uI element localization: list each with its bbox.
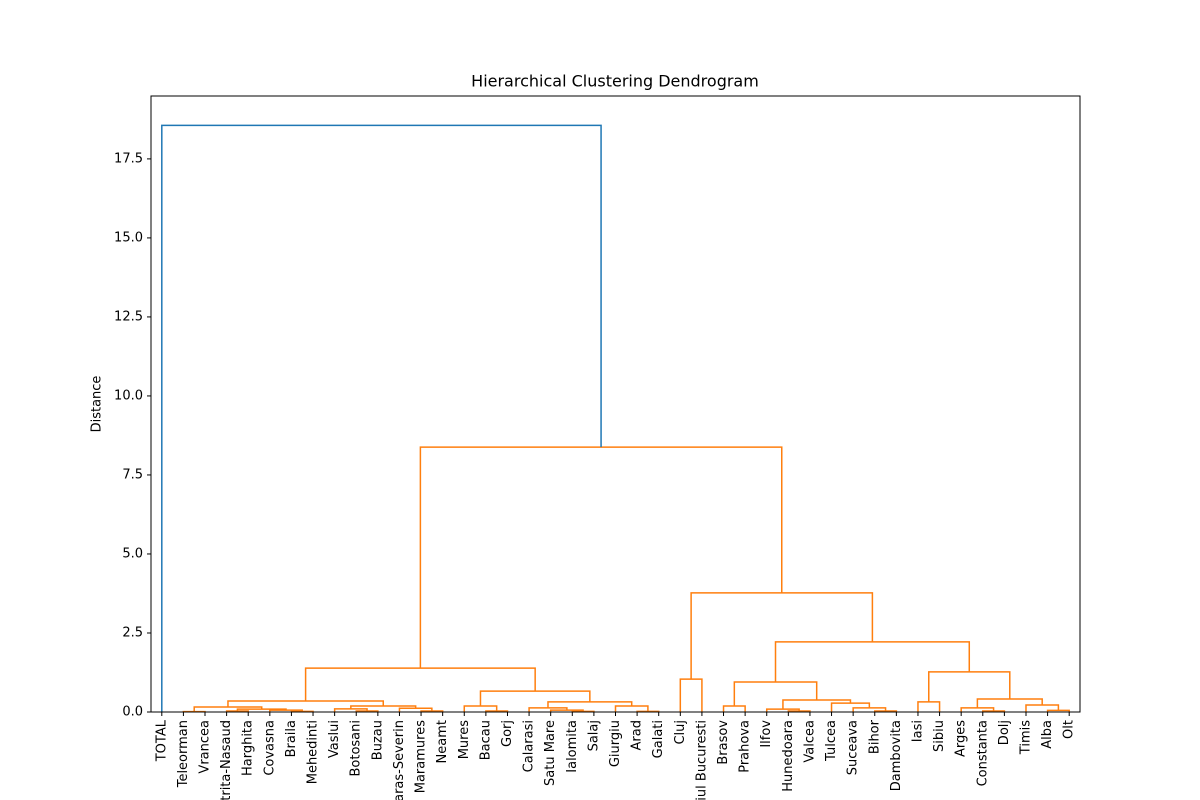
dendrogram-link bbox=[976, 698, 1043, 708]
leaf-label: Gorj bbox=[500, 720, 515, 747]
dendrogram-link bbox=[549, 709, 584, 712]
leaf-label: Calarasi bbox=[522, 720, 537, 772]
leaf-label: Hunedoara bbox=[781, 720, 796, 792]
dendrogram-link bbox=[722, 705, 746, 712]
leaf-label: Braila bbox=[284, 720, 299, 757]
y-tick-label: 2.5 bbox=[122, 625, 143, 640]
dendrogram-link bbox=[1046, 709, 1070, 712]
dendrogram-link bbox=[928, 671, 1011, 702]
leaf-label: Maramures bbox=[414, 720, 429, 793]
leaf-label: Ialomita bbox=[565, 720, 580, 773]
dendrogram-link bbox=[547, 701, 633, 708]
leaf-label: Brasov bbox=[716, 720, 731, 765]
leaf-label: Iasi bbox=[910, 720, 925, 742]
y-tick-label: 17.5 bbox=[114, 151, 143, 166]
y-tick-label: 7.5 bbox=[122, 467, 143, 482]
dendrogram-link bbox=[690, 592, 874, 680]
y-tick-label: 15.0 bbox=[114, 230, 143, 245]
leaf-label: Valcea bbox=[802, 720, 817, 763]
leaf-label: Satu Mare bbox=[543, 720, 558, 786]
leaf-label: Vaslui bbox=[327, 720, 342, 758]
dendrogram-link bbox=[350, 705, 417, 709]
y-tick-label: 0.0 bbox=[122, 705, 143, 720]
leaf-label: Buzau bbox=[370, 720, 385, 760]
leaf-label: Teleorman bbox=[176, 720, 191, 788]
leaf-label: Dolj bbox=[997, 720, 1012, 745]
leaf-label: Olt bbox=[1062, 720, 1077, 739]
dendrogram-link bbox=[679, 678, 703, 712]
dendrogram-link bbox=[774, 641, 971, 682]
dendrogram-link bbox=[733, 681, 818, 706]
leaf-label: Prahova bbox=[738, 720, 753, 773]
y-tick-label: 5.0 bbox=[122, 546, 143, 561]
leaf-label: Galati bbox=[651, 720, 666, 758]
y-tick-label: 12.5 bbox=[114, 309, 143, 324]
leaf-label: Dambovita bbox=[889, 720, 904, 791]
leaf-label: Constanta bbox=[975, 720, 990, 786]
leaf-label: Vrancea bbox=[198, 720, 213, 774]
leaf-label: Tulcea bbox=[824, 720, 839, 762]
leaf-label: Sibiu bbox=[932, 720, 947, 752]
leaf-label: Harghita bbox=[241, 720, 256, 776]
chart-title: Hierarchical Clustering Dendrogram bbox=[471, 72, 759, 91]
leaf-label: Bacau bbox=[478, 720, 493, 760]
leaf-label: Neamt bbox=[435, 720, 450, 763]
dendrogram-link bbox=[782, 699, 852, 710]
leaf-label: Suceava bbox=[846, 720, 861, 775]
leaf-label: Bistrita-Nasaud bbox=[219, 720, 234, 800]
leaf-label: Covasna bbox=[262, 720, 277, 776]
leaf-label: Ilfov bbox=[759, 720, 774, 748]
leaf-label: Arad bbox=[630, 720, 645, 750]
leaf-label: Arges bbox=[954, 720, 969, 757]
plot-frame bbox=[150, 95, 1081, 713]
dendrogram-link bbox=[304, 667, 536, 701]
dendrogram-link bbox=[463, 705, 498, 712]
leaf-label: Botosani bbox=[349, 720, 364, 777]
leaf-label: Municipiul Bucuresti bbox=[694, 720, 709, 800]
leaf-label: Caras-Severin bbox=[392, 720, 407, 800]
leaf-label: Timis bbox=[1018, 720, 1033, 755]
dendrogram-link bbox=[269, 709, 303, 712]
y-tick-label: 10.0 bbox=[114, 388, 143, 403]
leaf-label: Cluj bbox=[673, 720, 688, 745]
dendrogram-link bbox=[479, 690, 591, 706]
leaf-label: TOTAL bbox=[154, 719, 169, 762]
dendrogram-link bbox=[1025, 704, 1060, 712]
dendrogram-link bbox=[419, 446, 783, 669]
leaf-label: Salaj bbox=[586, 720, 601, 751]
dendrogram-link bbox=[917, 701, 941, 712]
y-axis-label: Distance bbox=[90, 376, 105, 433]
dendrogram-link bbox=[614, 705, 649, 712]
dendrogram-link bbox=[161, 124, 602, 712]
leaf-label: Mehedinti bbox=[306, 720, 321, 784]
leaf-label: Alba bbox=[1040, 720, 1055, 749]
leaf-label: Bihor bbox=[867, 719, 882, 754]
leaf-label: Mures bbox=[457, 720, 472, 760]
dendrogram-link bbox=[227, 700, 384, 707]
leaf-label: Giurgiu bbox=[608, 720, 623, 767]
